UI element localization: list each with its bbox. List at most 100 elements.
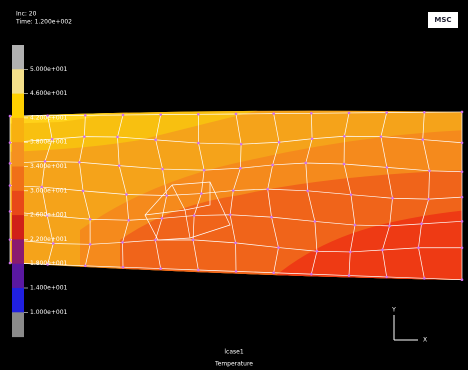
increment-label: Inc: 20 xyxy=(16,11,37,18)
mesh-node xyxy=(78,161,81,164)
mesh-node xyxy=(229,213,232,216)
mesh-node xyxy=(461,220,464,223)
mesh-node xyxy=(461,141,464,144)
color-bar-segment xyxy=(12,69,24,94)
mesh-node xyxy=(272,112,275,115)
color-bar-segment xyxy=(12,94,24,119)
mesh-node xyxy=(343,163,346,166)
mesh-node xyxy=(197,113,200,116)
mesh-node xyxy=(386,166,389,169)
mesh-node xyxy=(348,112,351,115)
mesh-node xyxy=(421,138,424,141)
mesh-node xyxy=(89,218,92,221)
color-bar-label: 1.000e+001 xyxy=(30,309,68,316)
mesh-node xyxy=(304,162,307,165)
axis-x-label: X xyxy=(423,337,427,344)
mesh-node xyxy=(270,216,273,219)
mesh-node xyxy=(272,271,275,274)
mesh-node xyxy=(116,136,119,139)
mesh-node xyxy=(388,225,391,228)
mesh-node xyxy=(381,249,384,252)
mesh-node xyxy=(84,114,87,117)
mesh-node xyxy=(122,266,125,269)
color-bar-segment xyxy=(12,45,24,70)
color-bar-label: 2.200e+001 xyxy=(30,236,68,243)
mesh-node xyxy=(159,113,162,116)
color-bar-segment xyxy=(12,167,24,192)
mesh-node xyxy=(9,262,12,265)
mesh-node xyxy=(391,197,394,200)
color-bar-label: 5.000e+001 xyxy=(30,66,68,73)
color-bar-label: 4.600e+001 xyxy=(30,90,68,97)
mesh-node xyxy=(125,193,128,196)
mesh-node xyxy=(348,274,351,277)
mesh-node xyxy=(461,246,464,249)
color-bar-label: 1.400e+001 xyxy=(30,285,68,292)
color-bar-label: 1.800e+001 xyxy=(30,260,68,267)
color-bar-segment xyxy=(12,215,24,240)
mesh-node xyxy=(423,111,426,114)
mesh-node xyxy=(234,242,237,245)
color-bar-label: 4.200e+001 xyxy=(30,114,68,121)
mesh-node xyxy=(354,224,357,227)
mesh-node xyxy=(461,278,464,281)
mesh-node xyxy=(350,193,353,196)
color-bar-segment xyxy=(12,264,24,289)
mesh-node xyxy=(271,164,274,167)
color-bar-label: 3.800e+001 xyxy=(30,139,68,146)
color-bar-segment xyxy=(12,239,24,264)
quantity-label: Temperature xyxy=(214,361,253,368)
mesh-node xyxy=(235,113,238,116)
viewport: 5.000e+001 4.600e+001 4.200e+001 3.800e+001… xyxy=(0,0,468,370)
color-bar-segment xyxy=(12,142,24,167)
color-bar-label: 3.000e+001 xyxy=(30,187,68,194)
mesh-node xyxy=(428,170,431,173)
time-label: Time: 1.200e+002 xyxy=(15,19,72,26)
mesh-node xyxy=(200,192,203,195)
mesh-node xyxy=(9,141,12,144)
mesh-node xyxy=(161,217,164,220)
mesh-node xyxy=(118,164,121,167)
mesh-node xyxy=(192,239,195,242)
mesh-node xyxy=(82,190,85,193)
mesh-node xyxy=(127,219,130,222)
mesh-node xyxy=(310,112,313,115)
color-bar-segment xyxy=(12,288,24,313)
mesh-node xyxy=(278,141,281,144)
mesh-node xyxy=(235,270,238,273)
mesh-node xyxy=(461,196,464,199)
mesh-node xyxy=(197,142,200,145)
mesh-node xyxy=(154,139,157,142)
mesh-node xyxy=(9,115,12,118)
mesh-node xyxy=(316,250,319,253)
mesh-node xyxy=(83,135,86,138)
mesh-node xyxy=(461,170,464,173)
mesh-node xyxy=(121,241,124,244)
mesh-node xyxy=(161,168,164,171)
mesh-node xyxy=(420,223,423,226)
color-bar-segment xyxy=(12,118,24,143)
mesh-node xyxy=(310,273,313,276)
mesh-node xyxy=(9,210,12,213)
mesh-node xyxy=(311,137,314,140)
color-bar-segment xyxy=(12,312,24,337)
mesh-node xyxy=(427,198,430,201)
mesh-node xyxy=(232,189,235,192)
mesh-node xyxy=(122,114,125,117)
mesh-node xyxy=(417,246,420,249)
mesh-node xyxy=(385,111,388,114)
mesh-node xyxy=(266,188,269,191)
color-bar-segment xyxy=(12,191,24,216)
mesh-node xyxy=(349,251,352,254)
mesh-node xyxy=(240,143,243,146)
mesh-node xyxy=(306,190,309,193)
mesh-node xyxy=(197,269,200,272)
mesh-node xyxy=(461,111,464,114)
mesh-node xyxy=(385,276,388,279)
mesh-node xyxy=(154,239,157,242)
mesh-node xyxy=(314,220,317,223)
mesh-node xyxy=(343,135,346,138)
mesh-node xyxy=(9,238,12,241)
mesh-node xyxy=(165,194,168,197)
mesh-node xyxy=(203,169,206,172)
